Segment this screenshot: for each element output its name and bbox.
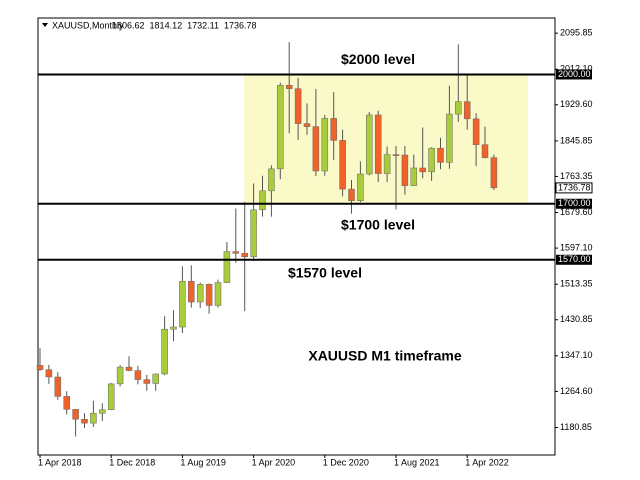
candle-body (179, 281, 186, 328)
candle-body (81, 418, 88, 424)
candle-body (107, 383, 115, 410)
candle-body (196, 284, 204, 303)
y-tick-label: 1430.85 (560, 314, 593, 324)
y-tick-label: 1679.60 (560, 207, 593, 217)
level-annotation: $2000 level (341, 51, 415, 67)
x-tick-label: 1 Aug 2019 (180, 457, 226, 467)
candle-body (339, 140, 346, 190)
candle-body (54, 376, 62, 397)
level-tag-box (556, 69, 592, 80)
candle-body (312, 126, 320, 172)
candle-body (455, 101, 462, 115)
candle-body (277, 84, 284, 170)
ohlc-value: 1814.12 (150, 20, 183, 30)
level-tag: 1570.00 (558, 254, 591, 264)
x-tick-label: 1 Apr 2022 (465, 457, 509, 467)
x-tick-label: 1 Dec 2020 (323, 457, 369, 467)
candle-body (259, 190, 266, 211)
level-tag: 1700.00 (558, 198, 591, 208)
candle-body (428, 147, 435, 173)
ohlc-value: 1732.11 (187, 20, 219, 30)
candle-body (392, 154, 400, 156)
candle-body (303, 123, 311, 127)
level-tag-box (556, 254, 592, 265)
candle-body (143, 379, 151, 384)
candle-body (472, 118, 480, 145)
candle-body (205, 284, 213, 306)
ohlc-value: 1736.78 (224, 20, 257, 30)
level-annotation: $1700 level (341, 216, 415, 232)
candle-body (374, 114, 382, 174)
candle-body (188, 281, 195, 303)
candle-body (63, 396, 70, 410)
candle-body (45, 369, 53, 378)
y-tick-label: 2095.85 (560, 28, 593, 38)
symbol: XAUUSD,Monthly (52, 20, 124, 30)
x-tick-label: 1 Dec 2018 (109, 457, 155, 467)
candle-body (90, 412, 97, 424)
candle-body (152, 373, 159, 384)
candle-body (223, 251, 231, 283)
candle-body (232, 251, 240, 254)
candle-body (99, 409, 106, 414)
candle-body (72, 409, 79, 420)
candle-body (463, 101, 471, 120)
level-tag-box (556, 198, 592, 209)
y-tick-label: 1347.10 (560, 350, 593, 360)
candle-body (268, 168, 275, 192)
candle-body (437, 147, 444, 163)
ohlc-value: 1806.62 (112, 20, 145, 30)
y-tick-label: 1845.85 (560, 135, 593, 145)
level-annotation: $1570 level (288, 264, 362, 280)
range-zone (244, 74, 528, 204)
y-tick-label: 1763.35 (560, 171, 593, 181)
level-tag: 2000.00 (558, 69, 591, 79)
candle-body (410, 167, 418, 186)
candle-body (357, 173, 364, 201)
candle-body (481, 144, 489, 158)
candle-body (36, 365, 44, 370)
candle-body (241, 253, 248, 258)
last-price: 1736.78 (558, 182, 591, 192)
candle-body (330, 118, 337, 141)
y-tick-label: 1264.60 (560, 386, 593, 396)
y-tick-label: 2012.10 (560, 64, 593, 74)
candle-body (490, 157, 498, 189)
candle-body (366, 114, 373, 175)
background-layer (244, 74, 528, 204)
last-price-box (555, 182, 593, 194)
candle-body (401, 154, 409, 186)
candle-body (214, 282, 222, 306)
candle-body (161, 328, 168, 375)
candle-body (348, 188, 355, 201)
x-tick-label: 1 Aug 2021 (394, 457, 440, 467)
x-tick-label: 1 Apr 2020 (252, 457, 296, 467)
candle-body (125, 366, 133, 371)
candle-body (383, 154, 391, 174)
x-tick-label: 1 Apr 2018 (38, 457, 82, 467)
y-tick-label: 1597.10 (560, 242, 593, 252)
candle-body (321, 118, 329, 172)
timeframe-note: XAUUSD M1 timeframe (308, 348, 461, 364)
plot-frame (37, 17, 556, 456)
candle-body (134, 370, 142, 380)
y-tick-label: 1513.35 (560, 279, 593, 289)
candle-body (170, 326, 177, 330)
candle-body (446, 113, 453, 163)
candle-body (285, 84, 293, 89)
y-tick-label: 1180.85 (560, 422, 592, 432)
candle-body (250, 209, 257, 258)
candle-body (294, 88, 302, 124)
menu-triangle[interactable] (42, 23, 48, 27)
y-tick-label: 1929.60 (560, 99, 593, 109)
candle-body (419, 167, 426, 173)
candle-body (116, 366, 124, 385)
